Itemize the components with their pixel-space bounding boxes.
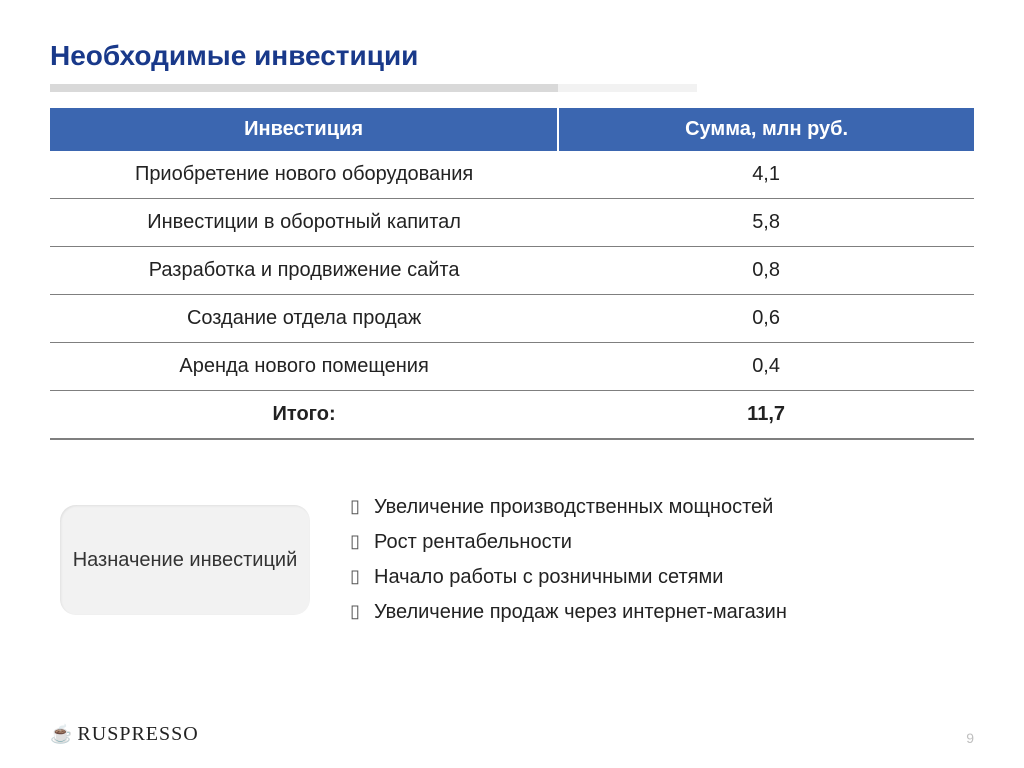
table-total-row: Итого: 11,7 (50, 391, 974, 440)
table-cell: Разработка и продвижение сайта (50, 247, 558, 295)
table-row: Инвестиции в оборотный капитал 5,8 (50, 199, 974, 247)
list-item: Увеличение продаж через интернет-магазин (350, 595, 787, 630)
page-number: 9 (966, 730, 974, 746)
table-row: Приобретение нового оборудования 4,1 (50, 151, 974, 199)
table-cell: 0,8 (558, 247, 974, 295)
table-cell: Аренда нового помещения (50, 343, 558, 391)
slide: Необходимые инвестиции Инвестиция Сумма,… (0, 0, 1024, 768)
underline-seg3 (697, 84, 974, 92)
list-item: Увеличение производственных мощностей (350, 490, 787, 525)
table-cell: Инвестиции в оборотный капитал (50, 199, 558, 247)
underline-seg1 (50, 84, 558, 92)
table-cell: 5,8 (558, 199, 974, 247)
table-row: Аренда нового помещения 0,4 (50, 343, 974, 391)
underline-seg2 (558, 84, 697, 92)
purpose-callout: Назначение инвестиций (60, 505, 310, 615)
brand-text: RUSPRESSO (77, 723, 198, 746)
table-cell: 4,1 (558, 151, 974, 199)
cup-icon: ☕ (50, 724, 73, 745)
list-item: Начало работы с розничными сетями (350, 560, 787, 595)
table-cell: 0,6 (558, 295, 974, 343)
brand-logo: ☕ RUSPRESSO (50, 723, 199, 746)
table-row: Разработка и продвижение сайта 0,8 (50, 247, 974, 295)
purpose-callout-text: Назначение инвестиций (73, 549, 298, 572)
table-total-value: 11,7 (558, 391, 974, 440)
table-cell: Создание отдела продаж (50, 295, 558, 343)
lower-section: Назначение инвестиций Увеличение произво… (50, 490, 974, 630)
footer: ☕ RUSPRESSO 9 (50, 723, 974, 746)
page-title: Необходимые инвестиции (50, 40, 974, 72)
table-header-cell: Инвестиция (50, 108, 558, 151)
table-total-label: Итого: (50, 391, 558, 440)
list-item: Рост рентабельности (350, 525, 787, 560)
table-row: Создание отдела продаж 0,6 (50, 295, 974, 343)
table-header-cell: Сумма, млн руб. (558, 108, 974, 151)
purpose-list: Увеличение производственных мощностей Ро… (350, 490, 787, 630)
table-cell: 0,4 (558, 343, 974, 391)
table-header-row: Инвестиция Сумма, млн руб. (50, 108, 974, 151)
table-cell: Приобретение нового оборудования (50, 151, 558, 199)
investments-table: Инвестиция Сумма, млн руб. Приобретение … (50, 108, 974, 440)
title-underline (50, 84, 974, 92)
